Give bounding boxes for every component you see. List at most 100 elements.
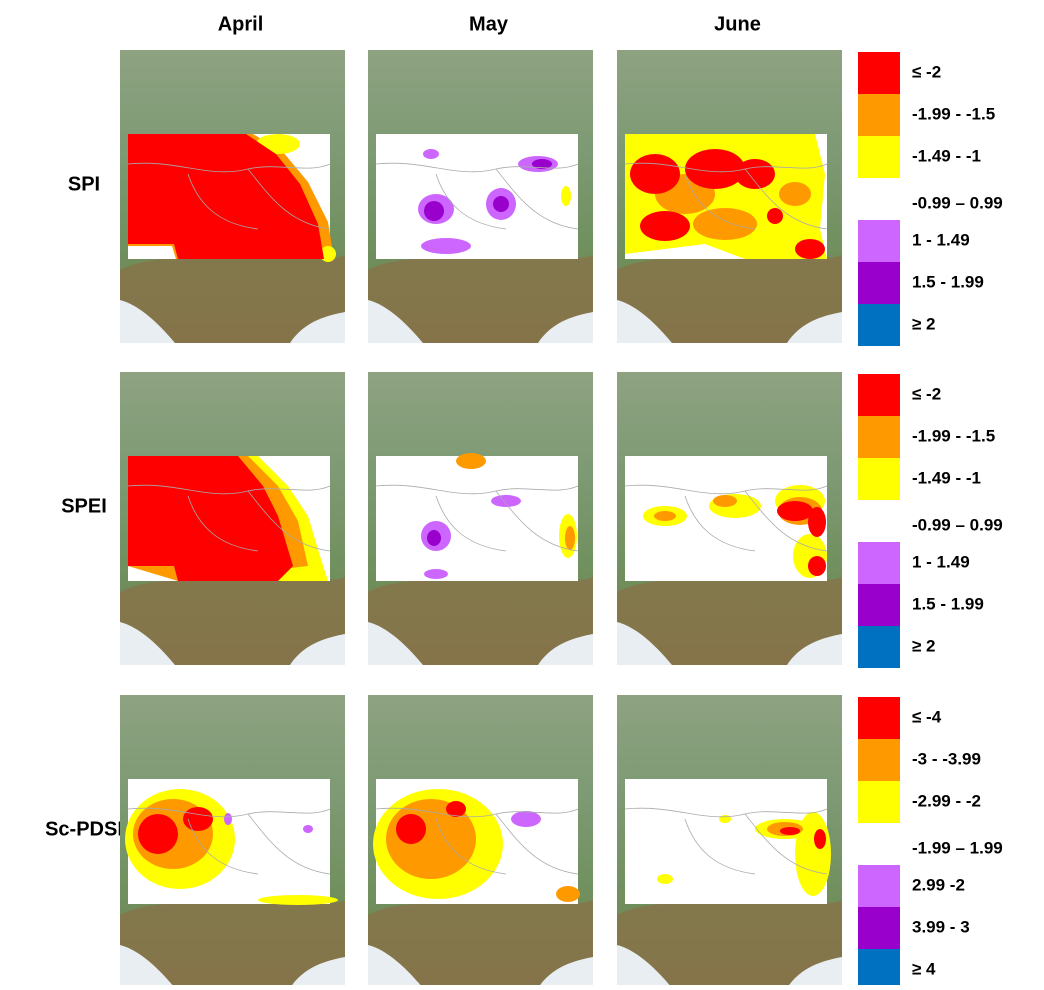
row-label: SPEI [61,495,107,517]
row-label: SPI [68,173,100,195]
drought-area [491,495,521,507]
mountains [368,897,593,988]
legend-swatch [858,374,900,416]
sea [120,622,345,665]
borders [127,162,331,230]
legend-label: ≤ -4 [912,707,942,726]
legend-label: ≤ -2 [912,384,941,403]
borders [624,162,828,230]
drought-area [303,825,313,833]
column-header: June [714,13,761,35]
borders [624,807,828,875]
map-panel [368,372,593,665]
data-area [376,456,578,581]
legend-label: -1.49 - -1 [912,146,981,165]
legend-label: -2.99 - -2 [912,791,981,810]
legend-swatch [858,907,900,949]
map-panel [120,695,345,988]
drought-area [427,530,441,546]
drought-area [735,159,775,189]
drought-area [685,149,745,189]
drought-area [693,208,757,240]
drought-area [795,812,831,896]
borders [127,484,331,552]
legend-swatch [858,626,900,668]
drought-area [424,569,448,579]
row-label: Sc-PDSI [45,818,123,840]
mountains [617,252,842,343]
map-panel [617,695,842,988]
drought-layer [375,149,579,254]
drought-area [808,556,826,576]
sea [368,945,593,988]
mountains [120,897,345,988]
drought-area [456,453,486,469]
data-area [625,779,827,904]
drought-area [421,238,471,254]
drought-layer [624,134,828,259]
drought-area [396,814,426,844]
sea [368,300,593,343]
drought-area [258,895,338,905]
legend-swatch [858,584,900,626]
borders [375,162,579,230]
drought-area [138,814,178,854]
mountains [617,574,842,665]
legend-swatch [858,136,900,178]
drought-area [630,154,680,194]
borders [375,484,579,552]
drought-layer [624,807,831,896]
drought-area [640,211,690,241]
drought-area [224,813,232,825]
legend-swatch [858,865,900,907]
map-panel [120,372,345,665]
legend-swatch [858,739,900,781]
drought-area [808,507,826,537]
drought-area [511,811,541,827]
column-header: April [218,13,264,35]
legend-swatch [858,52,900,94]
legend-swatch [858,949,900,990]
map-panel [120,50,345,343]
legend-swatch [858,781,900,823]
drought-area [446,801,466,817]
drought-area [780,827,800,835]
mountains [120,574,345,665]
legend-label: 1.5 - 1.99 [912,594,984,613]
drought-area [561,186,571,206]
legend-label: ≥ 2 [912,314,936,333]
sea [120,945,345,988]
drought-area [657,874,673,884]
drought-layer [127,456,331,581]
legend-swatch [858,823,900,865]
column-header: May [469,13,509,35]
legend-label: ≥ 2 [912,636,936,655]
data-area [376,134,578,259]
borders [375,807,579,875]
legend-label: -0.99 – 0.99 [912,193,1003,212]
sea [120,300,345,343]
legend-swatch [858,94,900,136]
drought-area [777,501,813,521]
drought-layer [127,134,336,262]
borders [624,484,828,552]
legend-swatch [858,458,900,500]
drought-area [556,886,580,902]
map-panel [617,50,842,343]
drought-area [814,829,826,849]
mountains [368,574,593,665]
legend-label: -1.99 - -1.5 [912,104,995,123]
sea [617,622,842,665]
legend-label: 3.99 - 3 [912,917,970,936]
map-panel [617,372,842,665]
legend-label: -0.99 – 0.99 [912,515,1003,534]
drought-area [654,511,676,521]
drought-area [713,495,737,507]
sea [617,300,842,343]
drought-area [565,526,575,550]
drought-area [423,149,439,159]
drought-layer [373,789,580,902]
mountains [617,897,842,988]
drought-area [128,134,324,259]
